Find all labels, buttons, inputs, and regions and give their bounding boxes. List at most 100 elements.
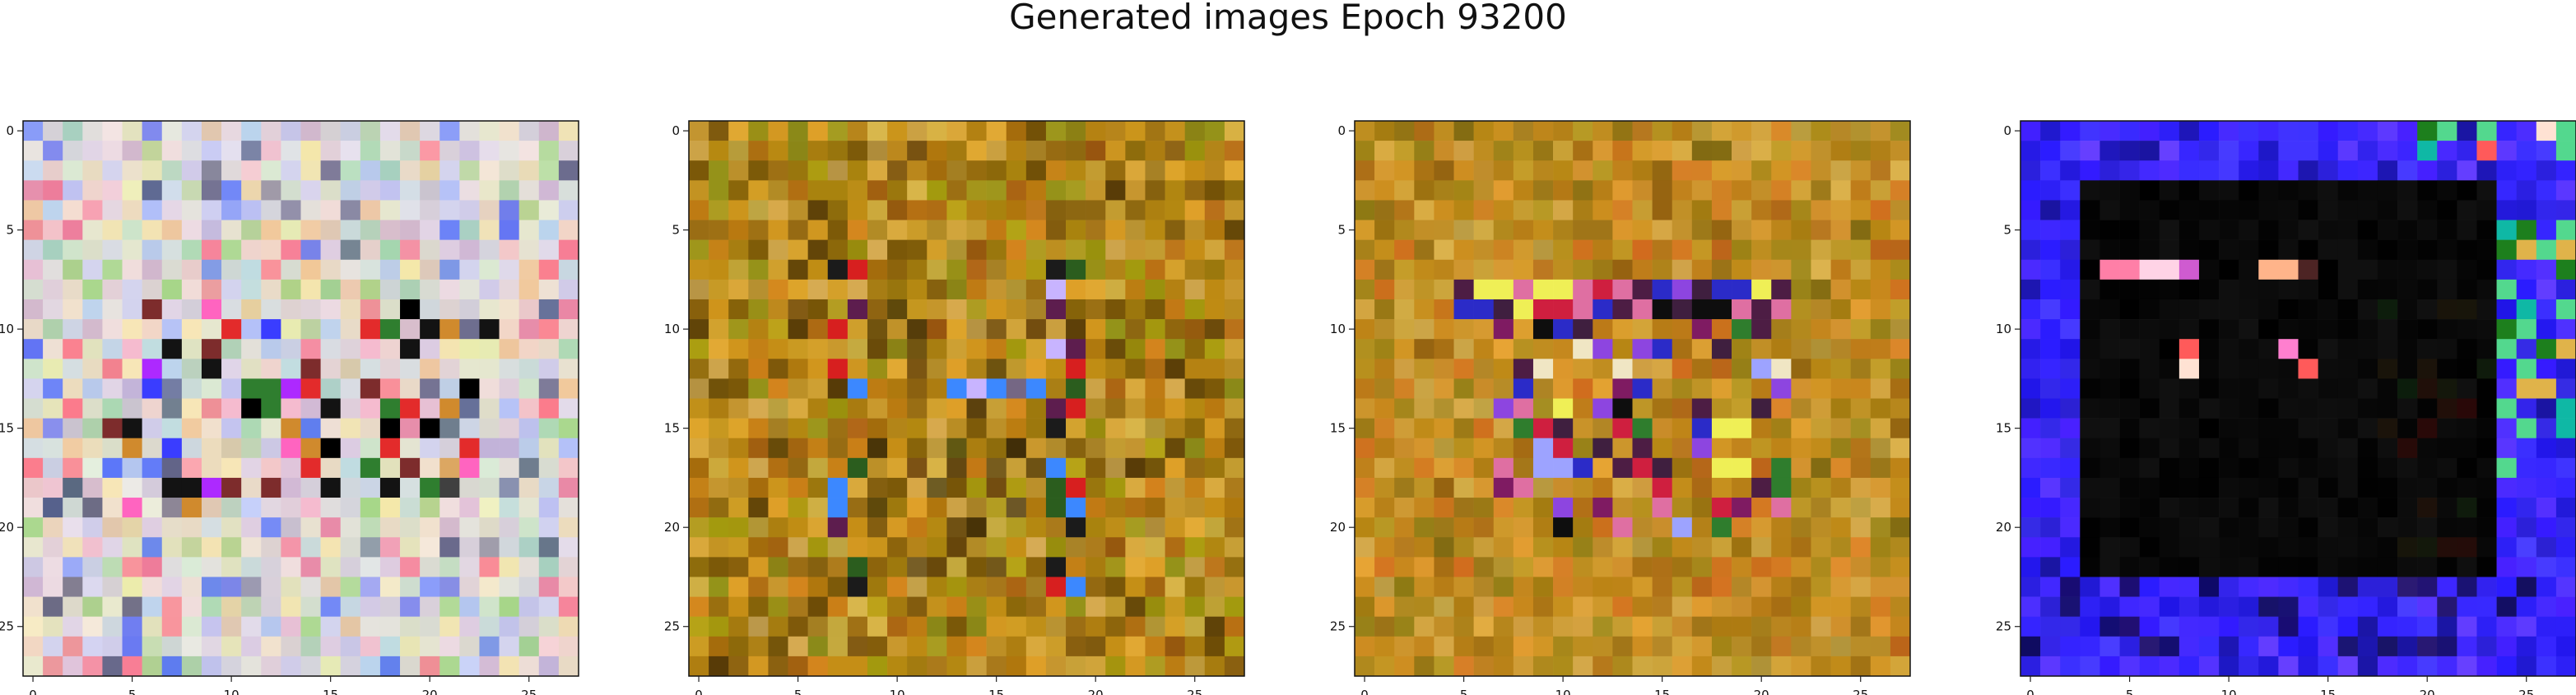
pixel-cell: [689, 220, 709, 240]
pixel-cell: [400, 160, 421, 181]
pixel-cell: [261, 596, 281, 617]
pixel-cell: [43, 636, 63, 657]
pixel-cell: [709, 359, 729, 379]
y-tick-label: 0: [6, 123, 14, 138]
pixel-cell: [400, 616, 421, 637]
pixel-cell: [2337, 557, 2359, 577]
pixel-cell: [1672, 398, 1693, 419]
pixel-cell: [2040, 299, 2061, 320]
pixel-cell: [788, 557, 808, 577]
pixel-cell: [2357, 577, 2378, 597]
pixel-cell: [538, 378, 560, 399]
pixel-cell: [2555, 537, 2576, 558]
pixel-cell: [1165, 279, 1185, 300]
pixel-cell: [379, 299, 401, 320]
pixel-cell: [2298, 477, 2318, 498]
pixel-cell: [1224, 378, 1245, 399]
pixel-cell: [1553, 319, 1574, 340]
pixel-cell: [2020, 577, 2041, 597]
pixel-cell: [1732, 596, 1752, 617]
pixel-cell: [788, 537, 808, 558]
pixel-cell: [2258, 557, 2279, 577]
y-tick-label: 5: [6, 223, 14, 238]
pixel-cell: [827, 339, 849, 359]
pixel-cell: [1612, 577, 1633, 597]
pixel-cell: [807, 279, 829, 300]
pixel-cell: [1553, 596, 1574, 617]
pixel-cell: [379, 359, 401, 379]
pixel-cell: [340, 279, 361, 300]
pixel-cell: [946, 319, 967, 340]
pixel-cell: [807, 359, 829, 379]
pixel-cell: [1791, 477, 1811, 498]
pixel-cell: [2496, 359, 2517, 379]
pixel-cell: [966, 121, 987, 141]
pixel-cell: [1632, 160, 1653, 181]
pixel-cell: [1890, 577, 1911, 597]
pixel-cell: [1811, 180, 1831, 201]
pixel-cell: [1672, 279, 1693, 300]
pixel-cell: [2159, 517, 2180, 538]
pixel-cell: [1224, 299, 1245, 320]
pixel-cell: [2040, 537, 2061, 558]
pixel-cell: [1453, 378, 1474, 399]
pixel-cell: [2555, 121, 2576, 141]
pixel-cell: [400, 596, 421, 617]
pixel-cell: [2020, 398, 2041, 419]
pixel-cell: [23, 279, 44, 300]
pixel-cell: [2377, 160, 2398, 181]
pixel-cell: [142, 596, 163, 617]
pixel-cell: [82, 259, 103, 280]
pixel-cell: [320, 121, 342, 141]
pixel-cell: [2099, 636, 2120, 657]
pixel-cell: [2239, 319, 2259, 340]
pixel-cell: [43, 398, 63, 419]
pixel-cell: [2357, 596, 2378, 617]
pixel-cell: [1045, 378, 1067, 399]
pixel-cell: [2219, 200, 2239, 220]
pixel-cell: [807, 259, 829, 280]
pixel-cell: [1732, 141, 1752, 161]
pixel-cell: [709, 537, 729, 558]
pixel-cell: [1890, 200, 1911, 220]
pixel-cell: [1890, 656, 1911, 677]
pixel-cell: [1434, 319, 1454, 340]
pixel-cell: [1066, 160, 1086, 181]
pixel-cell: [1593, 656, 1613, 677]
pixel-cell: [2219, 398, 2239, 419]
pixel-cell: [300, 299, 321, 320]
pixel-cell: [1414, 398, 1434, 419]
pixel-cell: [2219, 596, 2239, 617]
pixel-cell: [2357, 339, 2378, 359]
pixel-cell: [1434, 121, 1454, 141]
pixel-cell: [1184, 457, 1206, 479]
pixel-cell: [827, 160, 849, 181]
pixel-cell: [1691, 239, 1713, 261]
pixel-cell: [1632, 319, 1653, 340]
pixel-cell: [689, 200, 709, 220]
pixel-cell: [43, 418, 63, 439]
pixel-cell: [867, 438, 888, 459]
pixel-cell: [1125, 200, 1146, 220]
pixel-cell: [479, 141, 500, 161]
pixel-cell: [142, 636, 163, 657]
pixel-cell: [748, 557, 769, 577]
pixel-cell: [1066, 319, 1086, 340]
pixel-cell: [867, 141, 888, 161]
pixel-cell: [1105, 577, 1126, 597]
pixel-cell: [2060, 398, 2081, 419]
pixel-cell: [1553, 636, 1574, 657]
pixel-cell: [807, 200, 829, 220]
pixel-cell: [43, 279, 63, 300]
pixel-cell: [927, 636, 947, 657]
pixel-cell: [300, 220, 321, 240]
pixel-cell: [1006, 398, 1027, 419]
pixel-cell: [1165, 160, 1185, 181]
pixel-cell: [2219, 656, 2239, 677]
pixel-cell: [1414, 141, 1434, 161]
pixel-cell: [1145, 477, 1165, 498]
pixel-cell: [2298, 398, 2318, 419]
pixel-cell: [1513, 438, 1534, 459]
pixel-cell: [2536, 537, 2557, 558]
pixel-cell: [1025, 656, 1047, 677]
